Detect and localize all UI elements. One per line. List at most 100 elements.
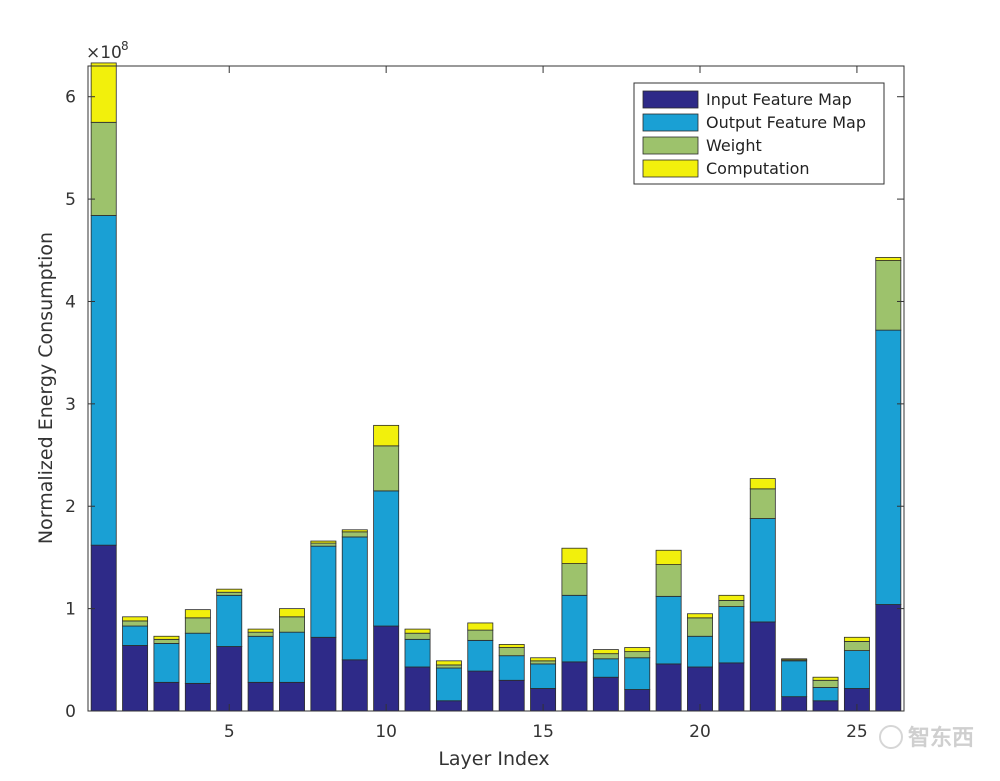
bar-layer-23-input-feature-map [781,696,808,712]
bar-layer-11-weight [404,632,431,640]
bar-layer-2-computation [122,616,149,622]
bar-layer-14-input-feature-map [498,679,525,712]
bar-layer-15-computation [530,657,557,662]
bar-layer-19-input-feature-map [655,663,682,712]
x-tick-label-10: 10 [375,722,397,742]
bar-layer-7-output-feature-map [279,631,305,683]
watermark-logo-icon [879,725,903,749]
legend-swatch-computation [642,159,699,178]
bar-layer-12-input-feature-map [435,700,462,712]
bar-layer-25-output-feature-map [843,650,870,689]
bar-layer-4-computation [184,609,211,619]
y-tick-label-3: 3 [65,395,76,415]
x-tick-label-5: 5 [224,722,235,742]
bar-layer-5-input-feature-map [216,646,243,712]
bar-layer-14-output-feature-map [498,655,525,681]
bar-layer-4-input-feature-map [184,682,211,712]
bar-layer-25-weight [843,640,870,651]
bar-layer-12-output-feature-map [435,667,462,702]
bar-layer-21-computation [718,594,745,601]
bar-layer-17-computation [592,649,619,655]
bar-layer-1-computation [90,62,117,123]
bar-layer-18-computation [624,647,651,653]
bar-layer-16-weight [561,563,588,596]
bar-layer-6-output-feature-map [247,635,274,683]
y-tick-label-4: 4 [65,292,76,312]
bar-layer-13-output-feature-map [467,639,494,672]
bar-layer-26-output-feature-map [875,329,902,605]
bar-layer-23-computation [781,658,808,661]
bar-layer-2-weight [122,620,149,627]
y-tick-label-6: 6 [65,88,76,108]
bar-layer-8-output-feature-map [310,545,337,638]
bar-layer-11-input-feature-map [404,666,431,712]
watermark-text: 智东西 [908,725,974,751]
bar-layer-10-computation [373,424,400,447]
bar-layer-15-output-feature-map [530,663,557,689]
bar-layer-1-weight [90,121,117,216]
bar-layer-13-input-feature-map [467,670,494,712]
bar-layer-19-computation [655,549,682,565]
bar-layer-8-weight [310,542,337,547]
legend-swatch-weight [642,136,699,155]
bar-layer-9-input-feature-map [341,659,368,712]
bar-layer-17-weight [592,653,619,660]
bar-layer-6-input-feature-map [247,681,274,712]
bar-layer-22-weight [749,488,776,519]
bar-layer-23-output-feature-map [781,660,808,698]
bar-layer-12-weight [435,664,462,669]
bar-layer-9-output-feature-map [341,536,368,661]
y-tick-label-1: 1 [65,600,76,620]
x-tick-label-20: 20 [689,722,711,742]
bar-layer-19-output-feature-map [655,595,682,665]
bar-layer-24-computation [812,676,839,681]
plot-frame [87,65,905,712]
bar-layer-9-computation [341,529,368,533]
bar-layer-17-output-feature-map [592,658,619,678]
bar-layer-14-computation [498,644,525,648]
bar-layer-13-computation [467,622,494,631]
bar-layer-3-input-feature-map [153,681,180,712]
y-tick-label-2: 2 [65,497,76,517]
legend: Input Feature Map Output Feature Map Weigh… [633,82,885,185]
bar-layer-9-weight [341,531,368,538]
bar-layer-20-weight [687,617,713,637]
legend-items: Input Feature Map Output Feature Map Weigh… [642,90,866,178]
bar-layer-7-weight [279,616,305,633]
bar-layer-1-input-feature-map [90,544,117,712]
bar-layer-7-input-feature-map [279,681,305,712]
legend-label-weight: Weight [706,136,762,155]
bar-layer-22-computation [749,478,776,490]
bar-layer-5-output-feature-map [216,594,243,647]
bar-layer-3-weight [153,638,180,644]
bar-layer-18-input-feature-map [624,689,651,712]
y-tick-label-5: 5 [65,190,76,210]
y-tick-label-0: 0 [65,702,76,722]
y-exponent-power: 8 [121,39,129,53]
x-axis-title: Layer Index [438,748,549,770]
bar-layer-8-input-feature-map [310,636,337,712]
bar-layer-11-output-feature-map [404,638,431,668]
legend-swatch-output-feature-map [642,113,699,132]
bar-layer-3-computation [153,635,180,640]
bar-layer-21-output-feature-map [718,606,745,664]
bar-layer-24-output-feature-map [812,687,839,702]
legend-label-output-feature-map: Output Feature Map [706,113,866,132]
bar-layer-26-weight [875,260,902,331]
bar-layer-20-computation [687,613,713,619]
bar-layer-4-weight [184,617,211,634]
bar-layer-3-output-feature-map [153,643,180,683]
bar-layer-18-weight [624,651,651,659]
bar-layer-4-output-feature-map [184,632,211,684]
legend-swatch-input-feature-map [642,90,699,109]
bar-layer-24-input-feature-map [812,700,839,712]
bar-layer-10-input-feature-map [373,625,400,712]
bar-layer-6-weight [247,631,274,637]
bar-layer-5-computation [216,588,243,593]
bar-layer-6-computation [247,628,274,633]
bars-layer [90,62,902,712]
bar-layer-10-output-feature-map [373,490,400,627]
bar-layer-25-computation [843,636,870,642]
axes-layer: 0 1 2 3 4 5 6 5 10 15 20 25 [65,66,904,742]
legend-label-computation: Computation [706,159,810,178]
